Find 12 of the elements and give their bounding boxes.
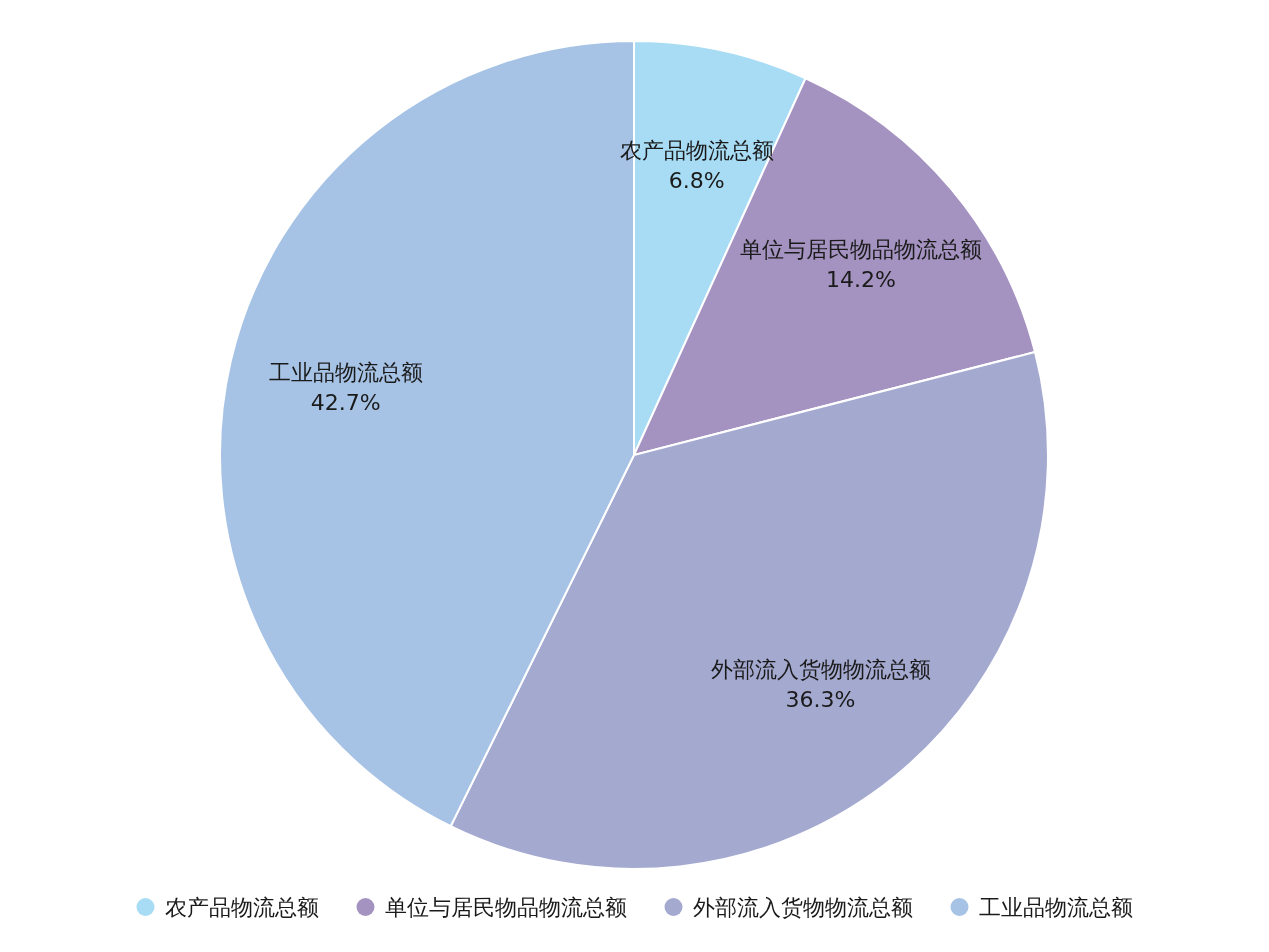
legend-label: 农产品物流总额: [164, 894, 319, 920]
slice-label: 外部流入货物物流总额: [710, 657, 931, 683]
slice-label: 工业品物流总额: [268, 360, 423, 386]
slice-label: 单位与居民物品物流总额: [739, 237, 982, 263]
data-label: 14.2%: [825, 267, 896, 293]
legend-label: 单位与居民物品物流总额: [384, 894, 627, 920]
legend-label: 工业品物流总额: [978, 894, 1133, 920]
data-label: 6.8%: [668, 168, 725, 194]
slice-label: 农产品物流总额: [619, 138, 774, 164]
data-label: 42.7%: [310, 390, 381, 416]
data-label: 36.3%: [785, 687, 856, 713]
legend-label: 外部流入货物物流总额: [692, 894, 913, 920]
